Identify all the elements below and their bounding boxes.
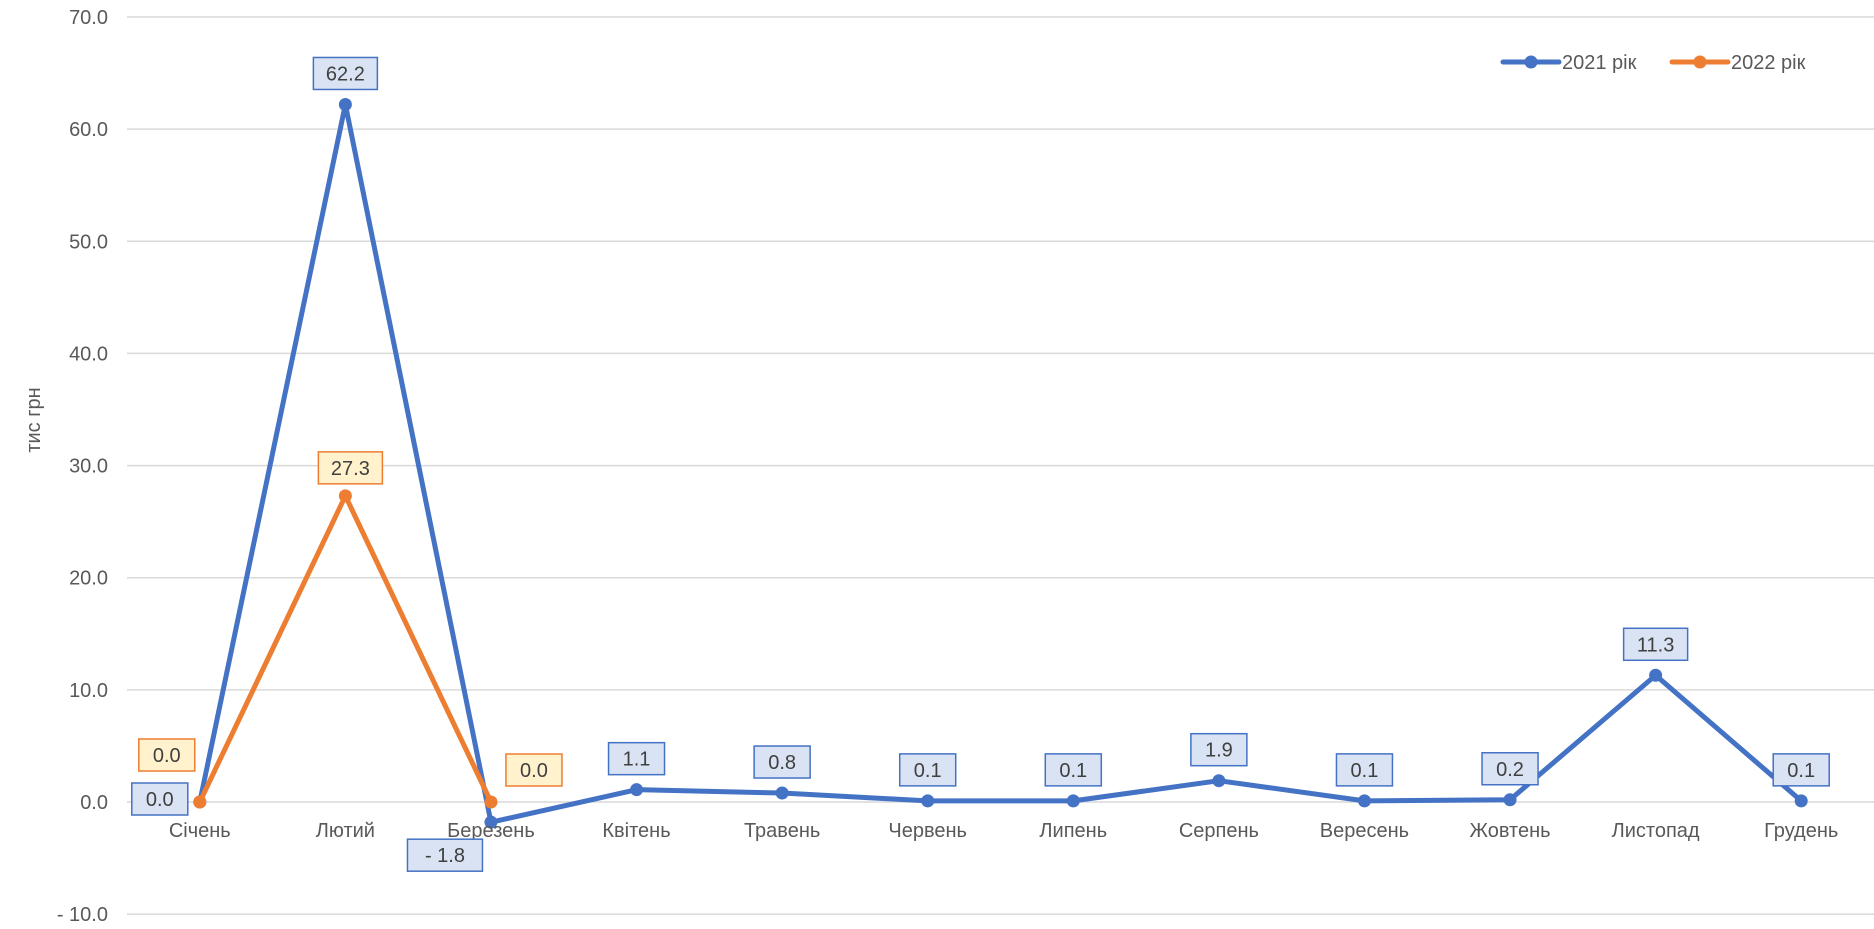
data-label-box <box>406 838 484 872</box>
data-label-text: 11.3 <box>1637 634 1674 656</box>
x-tick-label: Травень <box>744 820 820 842</box>
data-point <box>1794 794 1808 808</box>
data-label-text: 0.1 <box>1059 760 1087 782</box>
data-point <box>338 97 352 111</box>
y-tick-label: 70.0 <box>69 7 108 29</box>
data-label-text: 0.0 <box>520 760 548 782</box>
data-label: 0.0 <box>131 782 189 816</box>
data-label-box <box>607 741 666 776</box>
data-label-box <box>1044 753 1103 787</box>
x-tick-label: Червень <box>888 820 967 842</box>
data-point <box>338 489 352 503</box>
x-tick-label: Лютий <box>316 820 375 842</box>
data-label-box <box>1190 732 1248 767</box>
data-label: - 1.8 <box>406 838 484 872</box>
data-label-box <box>1481 752 1539 786</box>
data-label: 27.3 <box>317 451 384 485</box>
series-line <box>197 493 494 805</box>
legend-label: 2022 рік <box>1731 52 1806 74</box>
x-tick-label: Липень <box>1039 820 1107 842</box>
data-point <box>1066 794 1080 808</box>
legend-marker <box>1524 55 1538 69</box>
data-label-text: 0.1 <box>1351 760 1379 782</box>
data-label-text: 27.3 <box>331 458 370 480</box>
data-label-box <box>1335 753 1394 787</box>
x-tick-label: Вересень <box>1320 820 1409 842</box>
data-point <box>1357 794 1371 808</box>
y-tick-label: 10.0 <box>69 680 108 702</box>
y-tick-label: 30.0 <box>69 456 108 478</box>
data-label: 0.1 <box>1772 753 1830 787</box>
data-point <box>484 795 498 809</box>
data-point <box>921 794 935 808</box>
data-label-box <box>753 745 811 779</box>
y-tick-label: - 10.0 <box>57 904 108 926</box>
data-label: 0.0 <box>505 753 563 787</box>
legend: 2021 рік 2022 рік <box>1500 52 1806 74</box>
data-label-text: 0.1 <box>1787 760 1815 782</box>
gridlines <box>127 16 1874 915</box>
x-axis-ticks: Січень Лютий Березень Квітень Травень Червень… <box>169 820 1838 842</box>
legend-marker <box>1693 55 1707 69</box>
data-point <box>193 795 207 809</box>
data-label-box <box>1622 627 1689 662</box>
x-tick-label: Січень <box>169 820 231 842</box>
data-label-text: 1.1 <box>623 749 651 771</box>
data-label: 1.9 <box>1190 732 1248 767</box>
y-tick-label: 20.0 <box>69 568 108 590</box>
data-label-text: 1.9 <box>1205 740 1233 762</box>
x-tick-label: Березень <box>447 820 535 842</box>
x-tick-label: Грудень <box>1764 820 1838 842</box>
data-label-box <box>1772 753 1830 787</box>
data-label-text: 0.0 <box>146 789 174 811</box>
data-label: 0.2 <box>1481 752 1539 786</box>
data-label-text: 62.2 <box>326 63 365 85</box>
data-point <box>1649 668 1663 682</box>
data-labels: 0.0 62.2 - 1.8 1.1 0.8 0.1 0.1 1.9 0.1 0.2 11.3 0.1… <box>131 56 1830 872</box>
y-axis-title: тис грн <box>23 387 45 452</box>
data-label: 0.1 <box>1335 753 1394 787</box>
data-label: 0.1 <box>898 753 957 787</box>
data-label-box <box>131 782 189 816</box>
y-tick-label: 40.0 <box>69 343 108 365</box>
data-point <box>484 815 498 829</box>
data-label: 0.0 <box>138 738 196 772</box>
y-tick-label: 50.0 <box>69 231 108 253</box>
data-label-text: 0.8 <box>768 752 796 774</box>
series-lines <box>193 97 1808 829</box>
series-line <box>197 101 1804 825</box>
data-point <box>1212 774 1226 788</box>
data-label-text: 0.0 <box>153 745 181 767</box>
x-tick-label: Квітень <box>602 820 670 842</box>
data-label-box <box>312 56 379 91</box>
legend-label: 2021 рік <box>1562 52 1637 74</box>
data-label-box <box>898 753 957 787</box>
data-point <box>775 786 789 800</box>
data-label: 11.3 <box>1622 627 1689 662</box>
y-axis-ticks: 70.0 60.0 50.0 40.0 30.0 20.0 10.0 0.0 - 10.0 <box>57 7 108 926</box>
data-label-box <box>317 451 384 485</box>
data-label-box <box>138 738 196 772</box>
x-tick-label: Листопад <box>1612 820 1700 842</box>
data-label-text: 0.1 <box>914 760 942 782</box>
data-label-text: 0.2 <box>1496 759 1524 781</box>
data-label: 62.2 <box>312 56 379 91</box>
legend-item: 2022 рік <box>1669 52 1806 74</box>
data-label-box <box>505 753 563 787</box>
data-label: 0.1 <box>1044 753 1103 787</box>
x-tick-label: Жовтень <box>1470 820 1551 842</box>
data-label-text: - 1.8 <box>425 845 465 867</box>
y-tick-label: 60.0 <box>69 119 108 141</box>
data-point <box>1503 793 1517 807</box>
legend-item: 2021 рік <box>1500 52 1637 74</box>
data-label: 1.1 <box>607 741 666 776</box>
data-point <box>630 783 644 797</box>
data-label: 0.8 <box>753 745 811 779</box>
x-tick-label: Серпень <box>1179 820 1259 842</box>
y-tick-label: 0.0 <box>80 792 108 814</box>
